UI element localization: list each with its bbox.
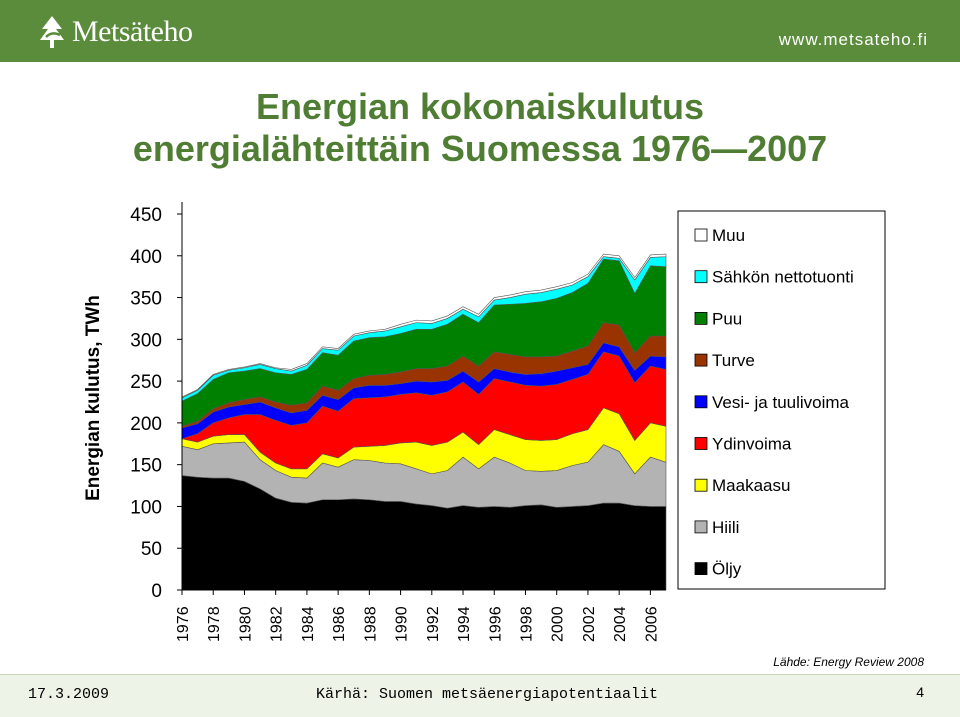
y-tick-label: 200 xyxy=(130,414,162,435)
legend-label: Ydinvoima xyxy=(712,435,792,454)
legend-label: Hiili xyxy=(712,518,739,537)
axes xyxy=(177,202,666,595)
legend-label: Puu xyxy=(712,309,742,328)
y-tick-label: 350 xyxy=(130,289,162,310)
slide-title: Energian kokonaiskulutus energialähteitt… xyxy=(0,86,960,170)
legend-swatch xyxy=(694,562,708,576)
x-tick-label: 2004 xyxy=(612,606,629,642)
page-number: 4 xyxy=(916,684,924,700)
footer-text: Kärhä: Suomen metsäenergiapotentiaalit xyxy=(316,686,659,703)
energy-consumption-chart: Energian kulutus, TWh 450 400 350 300 250 200… xyxy=(83,202,886,642)
legend-label: Öljy xyxy=(712,560,742,579)
metsateho-logo: Metsäteho xyxy=(38,12,193,52)
legend-label: Maakaasu xyxy=(712,476,790,495)
y-tick-label: 250 xyxy=(130,372,162,393)
x-tick-label: 1978 xyxy=(206,606,223,642)
y-tick-label: 0 xyxy=(151,581,162,602)
legend-swatch xyxy=(694,228,708,242)
x-tick-label: 1986 xyxy=(331,606,348,642)
legend-label: Turve xyxy=(712,351,755,370)
title-line-2: energialähteittäin Suomessa 1976—2007 xyxy=(132,128,828,169)
x-tick-label: 1992 xyxy=(425,606,442,642)
x-tick-labels: 1976 1978 1980 1982 1984 1986 1988 1990 1992 1994… xyxy=(175,606,660,642)
tree-logo-icon xyxy=(40,16,64,48)
legend-label: Muu xyxy=(712,226,745,245)
y-tick-label: 400 xyxy=(130,247,162,268)
legend-frame xyxy=(677,210,886,590)
area-Muu xyxy=(181,253,667,399)
legend-swatch xyxy=(694,312,708,325)
source-note: Lähde: Energy Review 2008 xyxy=(773,655,924,669)
y-tick-label: 50 xyxy=(141,539,162,560)
logo-text: Metsäteho xyxy=(72,15,193,48)
x-tick-label: 1980 xyxy=(237,606,254,642)
legend-swatch xyxy=(694,478,708,492)
footer-date: 17.3.2009 xyxy=(28,686,110,703)
x-tick-label: 2006 xyxy=(643,606,660,642)
x-tick-label: 1990 xyxy=(394,606,411,642)
site-url[interactable]: www.metsateho.fi xyxy=(778,30,928,49)
y-tick-label: 150 xyxy=(130,456,162,477)
y-axis-label: Energian kulutus, TWh xyxy=(83,295,104,501)
y-tick-labels: 450 400 350 300 250 200 150 100 50 0 xyxy=(130,205,162,602)
y-tick-label: 300 xyxy=(130,330,162,351)
legend-label: Sähkön nettotuonti xyxy=(712,268,854,287)
stacked-areas xyxy=(180,253,667,591)
legend-swatch xyxy=(694,437,708,450)
header-bar xyxy=(0,0,960,62)
x-tick-label: 1994 xyxy=(456,606,473,642)
footer-bar xyxy=(0,674,960,717)
legend-swatch xyxy=(694,395,708,409)
x-tick-label: 1984 xyxy=(300,606,317,642)
legend-swatch xyxy=(694,353,708,367)
title-line-1: Energian kokonaiskulutus xyxy=(255,86,705,127)
legend-swatch xyxy=(694,270,708,284)
y-tick-label: 100 xyxy=(130,497,162,518)
y-tick-label: 450 xyxy=(130,205,162,226)
x-tick-label: 2002 xyxy=(581,606,598,642)
x-tick-label: 1996 xyxy=(487,606,504,642)
legend-label: Vesi- ja tuulivoima xyxy=(712,393,850,412)
x-tick-label: 1998 xyxy=(518,606,535,642)
x-tick-label: 1988 xyxy=(362,606,379,642)
legend: Muu Sähkön nettotuonti Puu Turve Vesi- ja tu… xyxy=(677,210,886,590)
x-tick-label: 1976 xyxy=(175,606,192,642)
x-tick-label: 1982 xyxy=(269,606,286,642)
legend-swatch xyxy=(694,520,708,534)
x-tick-label: 2000 xyxy=(550,606,567,642)
